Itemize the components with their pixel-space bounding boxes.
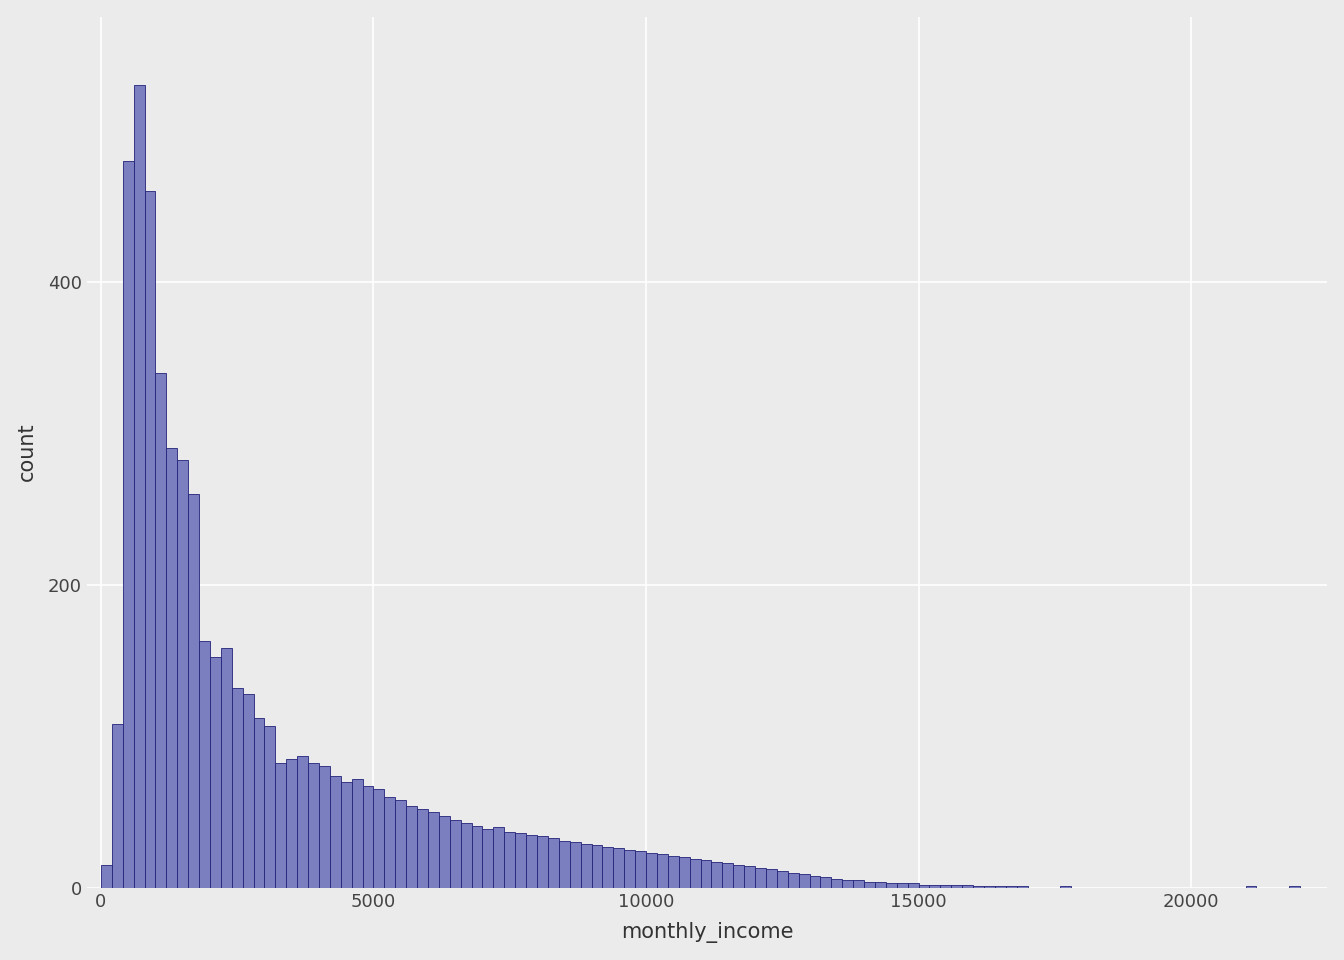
Bar bbox=[145, 191, 156, 888]
Bar bbox=[417, 809, 427, 888]
Bar bbox=[101, 865, 112, 888]
Bar bbox=[734, 865, 745, 888]
Bar bbox=[668, 856, 679, 888]
Bar bbox=[210, 658, 220, 888]
Bar bbox=[591, 845, 602, 888]
Bar bbox=[319, 766, 329, 888]
Bar bbox=[177, 461, 188, 888]
Bar bbox=[1289, 886, 1300, 888]
Bar bbox=[265, 726, 276, 888]
Bar bbox=[657, 854, 668, 888]
Bar bbox=[907, 883, 918, 888]
Bar bbox=[450, 820, 461, 888]
Bar bbox=[636, 852, 646, 888]
Bar bbox=[406, 805, 417, 888]
Bar bbox=[220, 648, 231, 888]
Bar bbox=[875, 881, 886, 888]
Bar bbox=[133, 84, 145, 888]
Bar bbox=[613, 849, 624, 888]
Bar bbox=[984, 886, 995, 888]
Bar bbox=[374, 789, 384, 888]
Bar bbox=[896, 883, 907, 888]
Bar bbox=[689, 859, 700, 888]
Bar bbox=[864, 881, 875, 888]
Bar bbox=[363, 786, 374, 888]
Bar bbox=[548, 838, 559, 888]
Bar bbox=[1246, 886, 1257, 888]
Bar bbox=[559, 841, 570, 888]
Bar bbox=[112, 724, 122, 888]
Bar bbox=[853, 880, 864, 888]
Bar bbox=[886, 883, 896, 888]
Bar bbox=[395, 800, 406, 888]
Bar bbox=[995, 886, 1005, 888]
Bar bbox=[254, 718, 265, 888]
Bar bbox=[624, 850, 636, 888]
Bar bbox=[276, 763, 286, 888]
Bar bbox=[766, 870, 777, 888]
Bar bbox=[1005, 886, 1016, 888]
Bar bbox=[809, 876, 820, 888]
Bar bbox=[515, 833, 526, 888]
Bar bbox=[930, 884, 941, 888]
Bar bbox=[1060, 886, 1071, 888]
Bar bbox=[962, 884, 973, 888]
Bar bbox=[199, 640, 210, 888]
Bar bbox=[384, 797, 395, 888]
Bar bbox=[461, 823, 472, 888]
Bar bbox=[1016, 886, 1028, 888]
Bar bbox=[952, 884, 962, 888]
X-axis label: monthly_income: monthly_income bbox=[621, 923, 793, 944]
Bar bbox=[843, 880, 853, 888]
Bar bbox=[156, 372, 167, 888]
Bar bbox=[286, 759, 297, 888]
Bar bbox=[188, 493, 199, 888]
Bar bbox=[329, 776, 341, 888]
Bar bbox=[722, 863, 734, 888]
Bar bbox=[700, 860, 711, 888]
Bar bbox=[352, 779, 363, 888]
Bar bbox=[973, 886, 984, 888]
Bar bbox=[745, 867, 755, 888]
Bar bbox=[646, 852, 657, 888]
Bar bbox=[122, 160, 133, 888]
Bar bbox=[167, 448, 177, 888]
Bar bbox=[832, 878, 843, 888]
Bar bbox=[711, 862, 722, 888]
Bar bbox=[472, 826, 482, 888]
Bar bbox=[243, 694, 254, 888]
Bar bbox=[493, 828, 504, 888]
Bar bbox=[504, 831, 515, 888]
Bar bbox=[679, 857, 689, 888]
Bar bbox=[482, 828, 493, 888]
Bar bbox=[231, 687, 243, 888]
Bar bbox=[570, 842, 581, 888]
Bar bbox=[777, 871, 788, 888]
Bar bbox=[941, 884, 952, 888]
Bar bbox=[297, 756, 308, 888]
Bar bbox=[581, 844, 591, 888]
Bar bbox=[427, 812, 439, 888]
Bar bbox=[439, 816, 450, 888]
Bar bbox=[526, 834, 538, 888]
Bar bbox=[918, 884, 930, 888]
Bar bbox=[602, 847, 613, 888]
Bar bbox=[755, 868, 766, 888]
Bar bbox=[538, 836, 548, 888]
Bar bbox=[341, 781, 352, 888]
Bar bbox=[798, 874, 809, 888]
Y-axis label: count: count bbox=[16, 422, 36, 482]
Bar bbox=[820, 877, 832, 888]
Bar bbox=[308, 763, 319, 888]
Bar bbox=[788, 873, 798, 888]
